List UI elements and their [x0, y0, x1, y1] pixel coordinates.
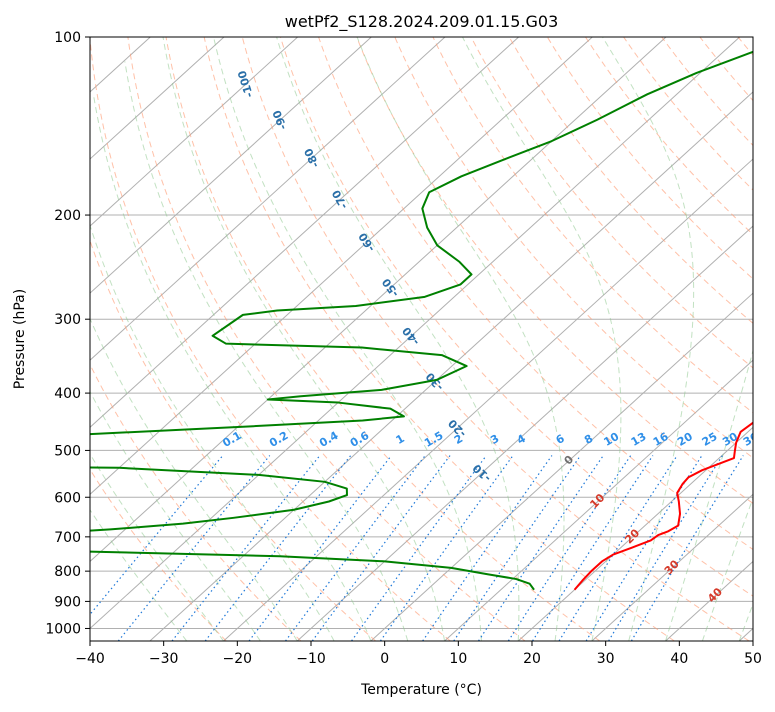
y-tick-label: 200 — [54, 208, 81, 224]
mixing-ratio-line — [204, 455, 352, 641]
moist-adiabat-line — [276, 37, 520, 641]
x-tick-label: −30 — [149, 651, 179, 667]
moist-adiabat-line — [90, 390, 261, 641]
mixing-ratio-lines — [90, 455, 744, 641]
x-tick-label: 10 — [449, 651, 467, 667]
mixing-ratio-line — [507, 455, 632, 641]
x-tick-label: −10 — [296, 651, 326, 667]
dry-adiabat-line — [546, 37, 753, 280]
moist-adiabat-line — [462, 37, 622, 641]
y-tick-label: 700 — [54, 530, 81, 546]
dry-adiabat-line — [90, 239, 376, 641]
mixing-ratio-line — [477, 455, 604, 641]
isotherm-line — [444, 359, 753, 641]
plot-area: -100-90-80-70-60-50-40-30-20-10010203040… — [90, 37, 753, 641]
mixing-ratio-line — [630, 455, 744, 641]
temperature-profile-line — [573, 421, 753, 591]
mixing-ratio-line — [117, 455, 271, 641]
moist-adiabat-line — [90, 223, 335, 641]
y-axis-label: Pressure (hPa) — [12, 289, 28, 389]
mixing-ratio-line — [532, 455, 654, 641]
isotherm-line — [591, 493, 753, 641]
y-tick-label: 600 — [54, 490, 81, 506]
dry-adiabat-line — [318, 37, 753, 551]
isotherm-lines — [90, 37, 753, 641]
mixing-ratio-line — [422, 455, 553, 641]
mixing-ratio-line — [453, 455, 582, 641]
isotherm-line — [90, 37, 593, 496]
dry-adiabat-line — [241, 37, 750, 641]
isotherm-line — [223, 158, 753, 641]
isotherm-line — [296, 225, 753, 641]
moist-adiabat-line — [162, 37, 446, 641]
mixing-ratio-line — [379, 455, 514, 641]
dry-adiabat-line — [356, 37, 753, 504]
dry-adiabat-line — [90, 468, 227, 641]
isotherm-line — [90, 37, 740, 630]
dry-adiabat-line — [470, 37, 753, 369]
profile-series — [90, 50, 753, 591]
dry-adiabats — [90, 37, 753, 641]
isotherm-line — [90, 37, 667, 563]
x-tick-label: 0 — [380, 651, 389, 667]
isotherm-line — [90, 37, 225, 160]
y-tick-label: 1000 — [45, 621, 81, 637]
dry-adiabat-line — [279, 37, 753, 597]
plot-frame — [89, 36, 754, 642]
x-tick-label: 20 — [523, 651, 541, 667]
y-tick-label: 400 — [54, 386, 81, 402]
isotherm-line — [90, 37, 372, 294]
mixing-ratio-line — [248, 455, 392, 641]
isotherm-line — [517, 426, 753, 641]
y-tick-label: 900 — [54, 594, 81, 610]
dry-adiabat-line — [585, 37, 753, 236]
isotherm-line — [90, 37, 298, 227]
isotherm-line — [149, 91, 753, 641]
dry-adiabat-line — [165, 37, 601, 641]
mixing-ratio-line — [585, 455, 703, 641]
isotherm-line — [90, 37, 519, 428]
x-axis-label: Temperature (°C) — [360, 682, 482, 698]
chart-title: wetPf2_S128.2024.209.01.15.G03 — [285, 12, 559, 32]
x-tick-label: 40 — [670, 651, 688, 667]
y-tick-label: 800 — [54, 564, 81, 580]
moist-adiabat-line — [124, 61, 409, 641]
axis-ticks: −40 −30 −20 −10 0 10 20 30 40 50 1000 900 800 700 600 5… — [45, 30, 762, 667]
mixing-ratio-line — [608, 455, 723, 641]
moist-adiabats — [90, 37, 753, 641]
mixing-ratio-line — [171, 455, 321, 641]
x-tick-label: 50 — [744, 651, 762, 667]
moist-adiabat-line — [92, 94, 372, 641]
mixing-ratio-line — [558, 455, 678, 641]
moist-adiabat-line — [213, 37, 482, 641]
x-tick-label: 30 — [597, 651, 615, 667]
y-tick-label: 500 — [54, 443, 81, 459]
moist-adiabat-line — [90, 452, 224, 641]
dry-adiabat-line — [661, 37, 753, 147]
dry-adiabat-line — [90, 37, 451, 641]
y-tick-label: 300 — [54, 312, 81, 328]
x-tick-label: −40 — [75, 651, 105, 667]
moist-adiabat-line — [665, 348, 753, 641]
x-tick-label: −20 — [223, 651, 253, 667]
dewpoint-profile-line — [90, 50, 753, 591]
isotherm-line — [370, 292, 753, 641]
moist-adiabat-line — [701, 496, 753, 641]
dry-adiabat-line — [394, 37, 753, 459]
moist-adiabat-line — [602, 37, 695, 641]
isotherm-line — [90, 37, 446, 361]
y-tick-label: 100 — [54, 30, 81, 46]
